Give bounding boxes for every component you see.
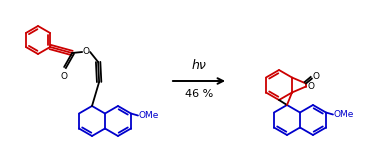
Text: O: O <box>60 72 68 81</box>
Text: O: O <box>313 72 319 81</box>
Text: hν: hν <box>192 59 206 72</box>
Text: OMe: OMe <box>139 111 160 120</box>
Text: O: O <box>83 47 90 57</box>
Text: O: O <box>307 82 314 91</box>
Text: OMe: OMe <box>334 110 354 119</box>
Text: 46 %: 46 % <box>185 89 213 99</box>
